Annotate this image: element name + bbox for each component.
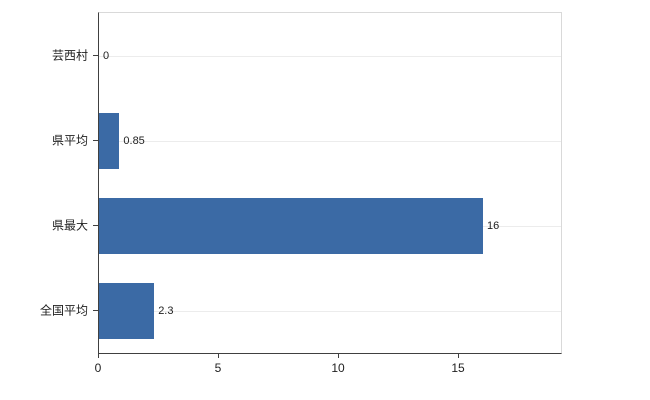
y-axis-tick — [93, 224, 98, 226]
y-axis-tick — [93, 309, 98, 311]
x-tick-label: 5 — [214, 361, 222, 375]
y-axis-tick — [93, 139, 98, 141]
x-tick-label: 10 — [331, 361, 345, 375]
plot-area: 0 0.85 16 2.3 — [98, 12, 562, 354]
y-axis-tick — [93, 54, 98, 56]
value-label: 0.85 — [123, 134, 145, 147]
category-label: 全国平均 — [39, 303, 88, 317]
x-tick-label: 0 — [94, 361, 102, 375]
x-axis-tick — [338, 353, 339, 358]
value-label: 16 — [487, 219, 500, 232]
x-axis-tick — [218, 353, 219, 358]
category-label: 県平均 — [51, 133, 88, 147]
bar — [99, 112, 120, 169]
x-tick-label: 15 — [451, 361, 465, 375]
category-label: 県最大 — [51, 218, 88, 232]
value-label: 2.3 — [158, 304, 174, 317]
x-axis-tick — [458, 353, 459, 358]
gridline — [99, 55, 561, 57]
bar — [99, 197, 483, 254]
bar — [99, 282, 155, 339]
category-label: 芸西村 — [51, 48, 88, 62]
gridline — [99, 310, 561, 312]
gridline — [99, 140, 561, 142]
x-axis-tick — [98, 353, 99, 358]
value-label: 0 — [103, 49, 110, 62]
